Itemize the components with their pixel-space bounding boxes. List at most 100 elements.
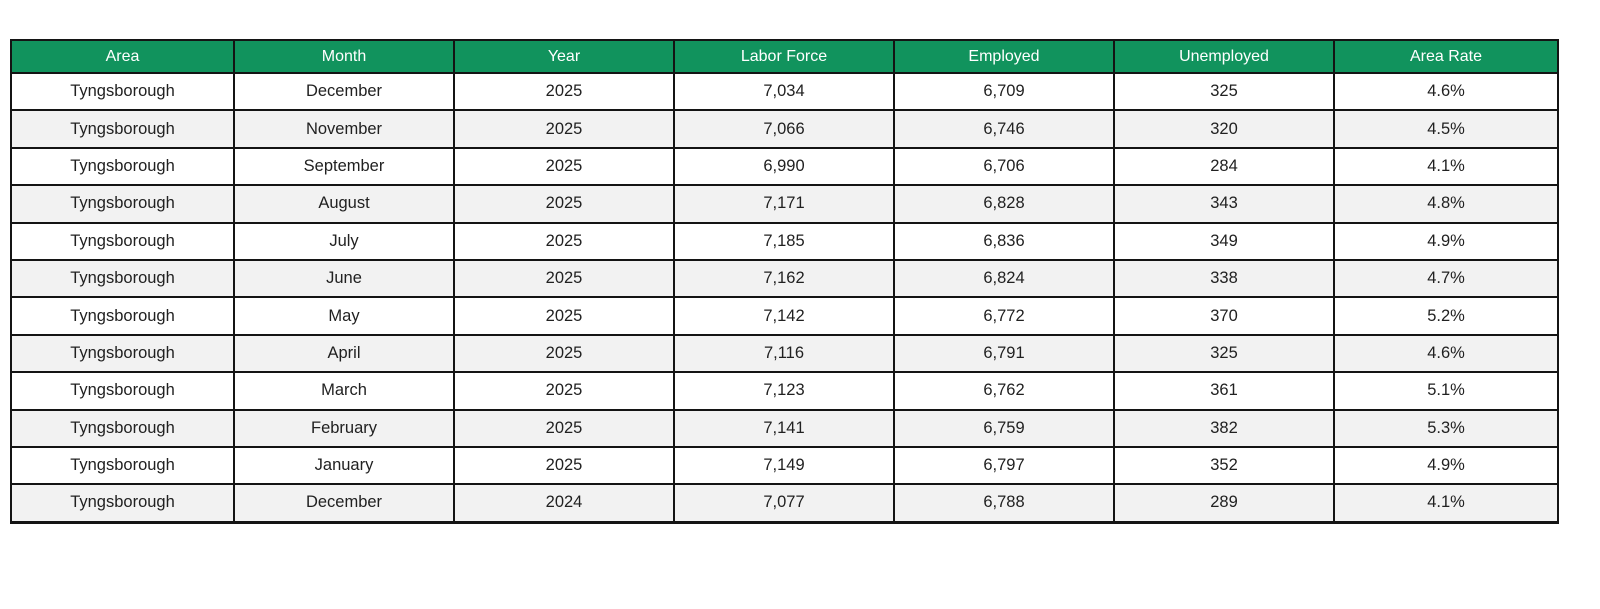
cell-year: 2025 (453, 71, 675, 112)
cell-year: 2025 (453, 258, 675, 299)
cell-employed: 6,791 (893, 333, 1115, 374)
cell-area_rate: 5.1% (1333, 371, 1559, 411)
cell-labor_force: 7,141 (673, 408, 895, 448)
cell-unemployed: 320 (1113, 109, 1335, 149)
cell-unemployed: 382 (1113, 408, 1335, 448)
cell-area_rate: 4.8% (1333, 184, 1559, 224)
cell-employed: 6,828 (893, 184, 1115, 224)
table-row: Tyngsborough November 2025 7,066 6,746 320 4.5… (10, 109, 1559, 149)
cell-employed: 6,759 (893, 408, 1115, 448)
cell-employed: 6,709 (893, 71, 1115, 112)
table-row: Tyngsborough May 2025 7,142 6,772 370 5.2% (10, 296, 1559, 336)
cell-labor_force: 7,077 (673, 483, 895, 524)
cell-unemployed: 289 (1113, 483, 1335, 524)
cell-unemployed: 349 (1113, 221, 1335, 261)
page: Area Month Year Labor Force Employed Unemploy… (0, 39, 1600, 609)
cell-area: Tyngsborough (10, 71, 235, 112)
table-row: Tyngsborough August 2025 7,171 6,828 343 4.8% (10, 184, 1559, 224)
cell-area: Tyngsborough (10, 333, 235, 374)
cell-unemployed: 338 (1113, 258, 1335, 299)
cell-area: Tyngsborough (10, 221, 235, 261)
cell-year: 2025 (453, 109, 675, 149)
cell-employed: 6,772 (893, 296, 1115, 336)
cell-month: February (233, 408, 455, 448)
cell-area: Tyngsborough (10, 184, 235, 224)
cell-area: Tyngsborough (10, 408, 235, 448)
cell-labor_force: 7,185 (673, 221, 895, 261)
cell-labor_force: 7,116 (673, 333, 895, 374)
cell-labor_force: 7,149 (673, 445, 895, 486)
cell-area_rate: 4.1% (1333, 483, 1559, 524)
cell-area: Tyngsborough (10, 109, 235, 149)
cell-year: 2025 (453, 333, 675, 374)
cell-employed: 6,746 (893, 109, 1115, 149)
cell-employed: 6,788 (893, 483, 1115, 524)
cell-year: 2025 (453, 146, 675, 187)
cell-area_rate: 5.2% (1333, 296, 1559, 336)
table-row: Tyngsborough December 2025 7,034 6,709 325 4.6… (10, 71, 1559, 112)
cell-area_rate: 4.7% (1333, 258, 1559, 299)
cell-area: Tyngsborough (10, 146, 235, 187)
cell-year: 2025 (453, 296, 675, 336)
cell-unemployed: 325 (1113, 333, 1335, 374)
cell-unemployed: 284 (1113, 146, 1335, 187)
cell-unemployed: 361 (1113, 371, 1335, 411)
table-row: Tyngsborough September 2025 6,990 6,706 284 4.… (10, 146, 1559, 187)
cell-month: May (233, 296, 455, 336)
cell-unemployed: 325 (1113, 71, 1335, 112)
cell-unemployed: 352 (1113, 445, 1335, 486)
column-header-employed: Employed (893, 39, 1115, 74)
column-header-year: Year (453, 39, 675, 74)
column-header-labor_force: Labor Force (673, 39, 895, 74)
cell-month: July (233, 221, 455, 261)
cell-area_rate: 4.6% (1333, 71, 1559, 112)
cell-area_rate: 4.9% (1333, 445, 1559, 486)
cell-area: Tyngsborough (10, 371, 235, 411)
cell-month: September (233, 146, 455, 187)
table-row: Tyngsborough April 2025 7,116 6,791 325 4.6% (10, 333, 1559, 374)
table-row: Tyngsborough July 2025 7,185 6,836 349 4.9% (10, 221, 1559, 261)
table-row: Tyngsborough December 2024 7,077 6,788 289 4.1… (10, 483, 1559, 524)
cell-month: April (233, 333, 455, 374)
cell-labor_force: 7,162 (673, 258, 895, 299)
cell-employed: 6,797 (893, 445, 1115, 486)
column-header-area_rate: Area Rate (1333, 39, 1559, 74)
table-row: Tyngsborough February 2025 7,141 6,759 382 5.3… (10, 408, 1559, 448)
cell-month: January (233, 445, 455, 486)
cell-labor_force: 7,066 (673, 109, 895, 149)
cell-area_rate: 4.1% (1333, 146, 1559, 187)
cell-labor_force: 7,123 (673, 371, 895, 411)
cell-area_rate: 4.5% (1333, 109, 1559, 149)
cell-employed: 6,706 (893, 146, 1115, 187)
table-row: Tyngsborough January 2025 7,149 6,797 352 4.9% (10, 445, 1559, 486)
cell-year: 2025 (453, 408, 675, 448)
cell-labor_force: 6,990 (673, 146, 895, 187)
cell-area: Tyngsborough (10, 258, 235, 299)
table-header-row: Area Month Year Labor Force Employed Unemploy… (10, 39, 1559, 74)
cell-area: Tyngsborough (10, 445, 235, 486)
cell-area: Tyngsborough (10, 483, 235, 524)
cell-year: 2025 (453, 371, 675, 411)
cell-area_rate: 4.6% (1333, 333, 1559, 374)
cell-month: June (233, 258, 455, 299)
column-header-area: Area (10, 39, 235, 74)
cell-labor_force: 7,171 (673, 184, 895, 224)
employment-statistics-table: Area Month Year Labor Force Employed Unemploy… (10, 39, 1559, 524)
cell-employed: 6,762 (893, 371, 1115, 411)
table-row: Tyngsborough March 2025 7,123 6,762 361 5.1% (10, 371, 1559, 411)
cell-unemployed: 370 (1113, 296, 1335, 336)
cell-unemployed: 343 (1113, 184, 1335, 224)
cell-year: 2025 (453, 221, 675, 261)
cell-year: 2025 (453, 184, 675, 224)
table-row: Tyngsborough June 2025 7,162 6,824 338 4.7% (10, 258, 1559, 299)
cell-month: March (233, 371, 455, 411)
cell-year: 2025 (453, 445, 675, 486)
cell-month: August (233, 184, 455, 224)
cell-area: Tyngsborough (10, 296, 235, 336)
cell-month: December (233, 483, 455, 524)
cell-labor_force: 7,034 (673, 71, 895, 112)
cell-month: December (233, 71, 455, 112)
cell-labor_force: 7,142 (673, 296, 895, 336)
cell-employed: 6,836 (893, 221, 1115, 261)
cell-employed: 6,824 (893, 258, 1115, 299)
